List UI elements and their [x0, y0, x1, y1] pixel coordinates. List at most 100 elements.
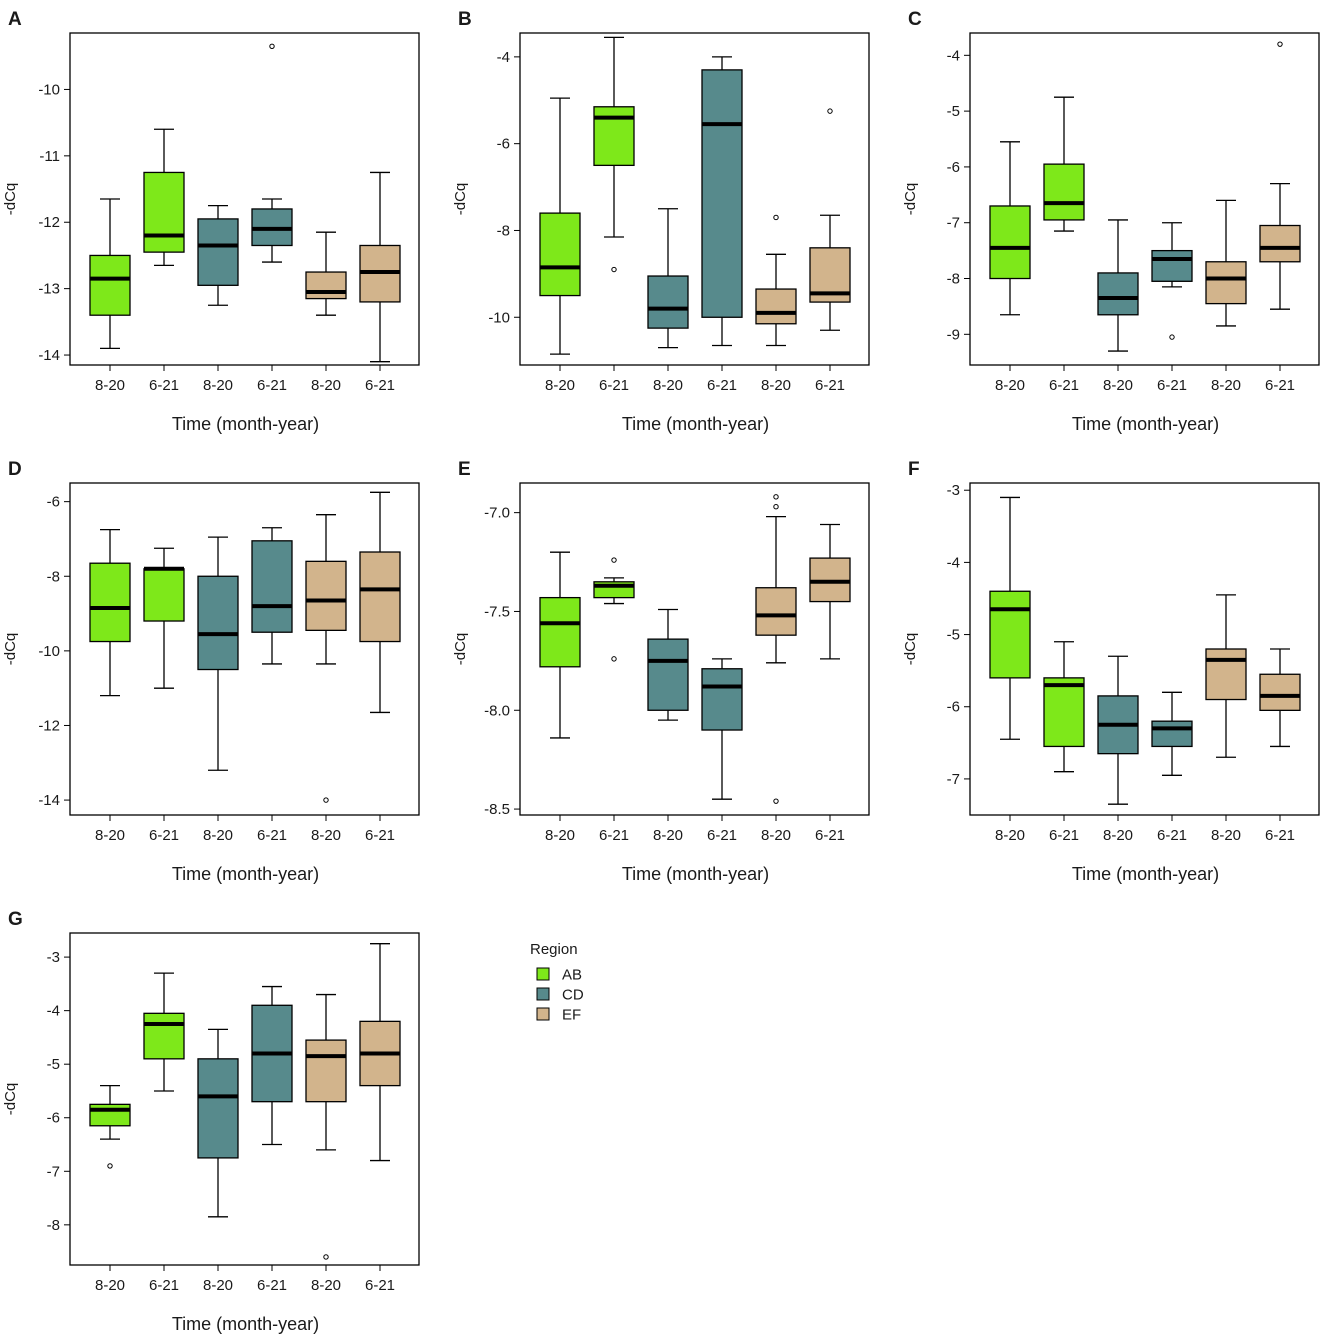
box-a-3: [197, 204, 239, 306]
x-tick-label-g: 8-20: [311, 1277, 341, 1294]
x-tick-label-a: 8-20: [95, 377, 125, 394]
box-g-6: [359, 943, 401, 1162]
plot-frame-c: [969, 32, 1320, 366]
box-a-4: [251, 43, 293, 263]
region-legend: Region AB CD EF: [530, 941, 584, 1024]
x-tick-label-b: 6-21: [707, 377, 737, 394]
box-body: [305, 1039, 347, 1103]
outlier-point: [1169, 334, 1175, 340]
x-tick-label-a: 6-21: [149, 377, 179, 394]
box-body: [1151, 720, 1193, 748]
box-c-2: [1043, 96, 1085, 232]
panel-c: C -4 -5 -6 -7 -8 -9 -dCq 8-20 6-21 8-20 6-21 8-20 6-2…: [902, 9, 1320, 434]
box-body: [359, 551, 401, 643]
box-body: [755, 288, 797, 325]
box-body: [1043, 677, 1085, 748]
box-e-4: [701, 658, 743, 800]
x-tick-label-c: 6-21: [1049, 377, 1079, 394]
panel-letter-f: F: [908, 459, 920, 480]
y-tick-label-c: -8: [947, 271, 960, 288]
box-b-6: [809, 108, 851, 331]
x-tick-label-e: 6-21: [815, 827, 845, 844]
x-tick-label-a: 6-21: [365, 377, 395, 394]
y-tick-label-b: -8: [497, 222, 510, 239]
box-body: [647, 275, 689, 329]
box-c-4: [1151, 222, 1193, 340]
y-tick-label-f: -3: [947, 482, 960, 499]
x-tick-label-d: 8-20: [203, 827, 233, 844]
x-tick-label-f: 8-20: [995, 827, 1025, 844]
x-tick-label-c: 8-20: [1211, 377, 1241, 394]
y-tick-label-e: -8.0: [484, 702, 510, 719]
x-axis-title-e: Time (month-year): [622, 864, 769, 884]
panel-letter-e: E: [458, 459, 471, 480]
box-d-3: [197, 536, 239, 771]
box-body: [1043, 163, 1085, 221]
box-body: [701, 668, 743, 731]
plot-frame-f: [969, 482, 1320, 816]
box-b-2: [593, 36, 635, 273]
box-g-2: [143, 972, 185, 1092]
box-body: [89, 1103, 131, 1127]
y-tick-label-c: -9: [947, 326, 960, 343]
y-axis-title-c: -dCq: [902, 183, 919, 216]
box-d-6: [359, 491, 401, 714]
x-tick-label-c: 8-20: [995, 377, 1025, 394]
box-body: [1151, 249, 1193, 282]
y-tick-label-g: -3: [47, 949, 60, 966]
y-tick-label-g: -5: [47, 1056, 60, 1073]
y-tick-label-e: -7.0: [484, 505, 510, 522]
y-tick-label-c: -7: [947, 215, 960, 232]
box-body: [593, 106, 635, 167]
outlier-point: [1277, 41, 1283, 47]
outlier-point: [773, 798, 779, 804]
box-d-1: [89, 528, 131, 697]
outlier-point: [611, 656, 617, 662]
box-c-5: [1205, 199, 1247, 327]
y-tick-label-a: -14: [38, 347, 60, 364]
box-g-1: [89, 1084, 131, 1169]
x-tick-label-c: 8-20: [1103, 377, 1133, 394]
y-tick-label-d: -14: [38, 792, 60, 809]
outlier-point: [773, 494, 779, 500]
x-tick-label-d: 8-20: [95, 827, 125, 844]
panel-letter-a: A: [8, 9, 22, 30]
box-body: [251, 540, 293, 633]
box-c-6: [1259, 41, 1301, 310]
legend-title: Region: [530, 941, 578, 958]
box-f-1: [989, 496, 1031, 740]
legend-swatch-ab: [536, 967, 550, 981]
x-tick-label-g: 6-21: [365, 1277, 395, 1294]
box-g-5: [305, 993, 347, 1260]
plot-frame-e: [519, 482, 870, 816]
y-axis-title-b: -dCq: [452, 183, 469, 216]
y-tick-label-b: -6: [497, 136, 510, 153]
y-tick-label-c: -6: [947, 159, 960, 176]
x-tick-label-g: 6-21: [149, 1277, 179, 1294]
box-body: [197, 1058, 239, 1159]
x-tick-label-e: 8-20: [545, 827, 575, 844]
box-g-3: [197, 1028, 239, 1218]
panel-d: D -6 -8 -10 -12 -14 -dCq 8-20 6-21 8-20 6-21 8-20 6-…: [2, 459, 420, 884]
box-body: [305, 560, 347, 631]
box-a-2: [143, 128, 185, 267]
y-tick-label-b: -10: [488, 309, 510, 326]
y-tick-label-f: -5: [947, 627, 960, 644]
y-tick-label-c: -5: [947, 103, 960, 120]
box-c-1: [989, 141, 1031, 316]
x-tick-label-d: 6-21: [365, 827, 395, 844]
panel-letter-b: B: [458, 9, 472, 30]
box-b-1: [539, 97, 581, 355]
x-tick-label-f: 6-21: [1265, 827, 1295, 844]
x-axis-title-g: Time (month-year): [172, 1314, 319, 1334]
plot-frame-b: [519, 32, 870, 366]
x-tick-label-a: 6-21: [257, 377, 287, 394]
y-tick-label-a: -11: [39, 148, 60, 165]
y-axis-title-d: -dCq: [2, 633, 19, 666]
y-tick-label-a: -10: [38, 81, 60, 98]
y-tick-label-g: -4: [47, 1003, 60, 1020]
x-tick-label-d: 6-21: [257, 827, 287, 844]
box-f-2: [1043, 641, 1085, 773]
box-body: [143, 171, 185, 253]
box-b-3: [647, 208, 689, 349]
